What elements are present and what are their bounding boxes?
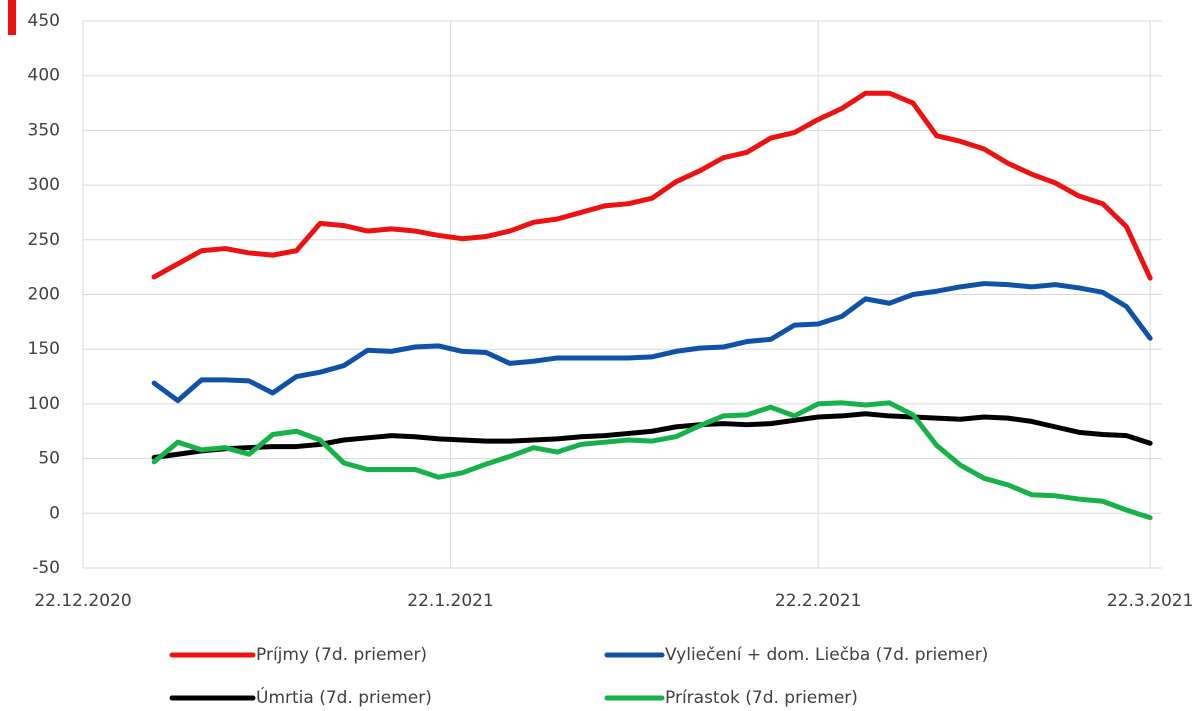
y-tick-label: 300 xyxy=(28,175,60,195)
y-tick-label: 150 xyxy=(28,339,60,359)
x-tick-label: 22.12.2020 xyxy=(34,591,131,611)
y-tick-label: 0 xyxy=(49,503,60,523)
y-tick-label: 50 xyxy=(38,449,60,469)
series-line xyxy=(151,400,1153,521)
series-line xyxy=(151,90,1153,281)
x-tick-label: 22.3.2021 xyxy=(1107,591,1193,611)
legend-label: Úmrtia (7d. priemer) xyxy=(256,686,432,708)
accent-bar xyxy=(8,0,16,35)
legend-label: Príjmy (7d. priemer) xyxy=(256,645,427,665)
legend-label: Prírastok (7d. priemer) xyxy=(665,688,858,708)
y-tick-label: 200 xyxy=(28,285,60,305)
y-tick-label: 350 xyxy=(28,120,60,140)
y-tick-label: 250 xyxy=(28,230,60,250)
y-tick-label: 100 xyxy=(28,394,60,414)
x-tick-label: 22.1.2021 xyxy=(407,591,494,611)
y-tick-label: 450 xyxy=(28,11,60,31)
y-tick-label: 400 xyxy=(28,66,60,86)
y-tick-label: -50 xyxy=(32,558,60,578)
x-tick-label: 22.2.2021 xyxy=(775,591,862,611)
series-line xyxy=(151,411,1153,461)
legend-label: Vyliečení + dom. Liečba (7d. priemer) xyxy=(665,645,988,665)
series-line xyxy=(151,281,1153,404)
